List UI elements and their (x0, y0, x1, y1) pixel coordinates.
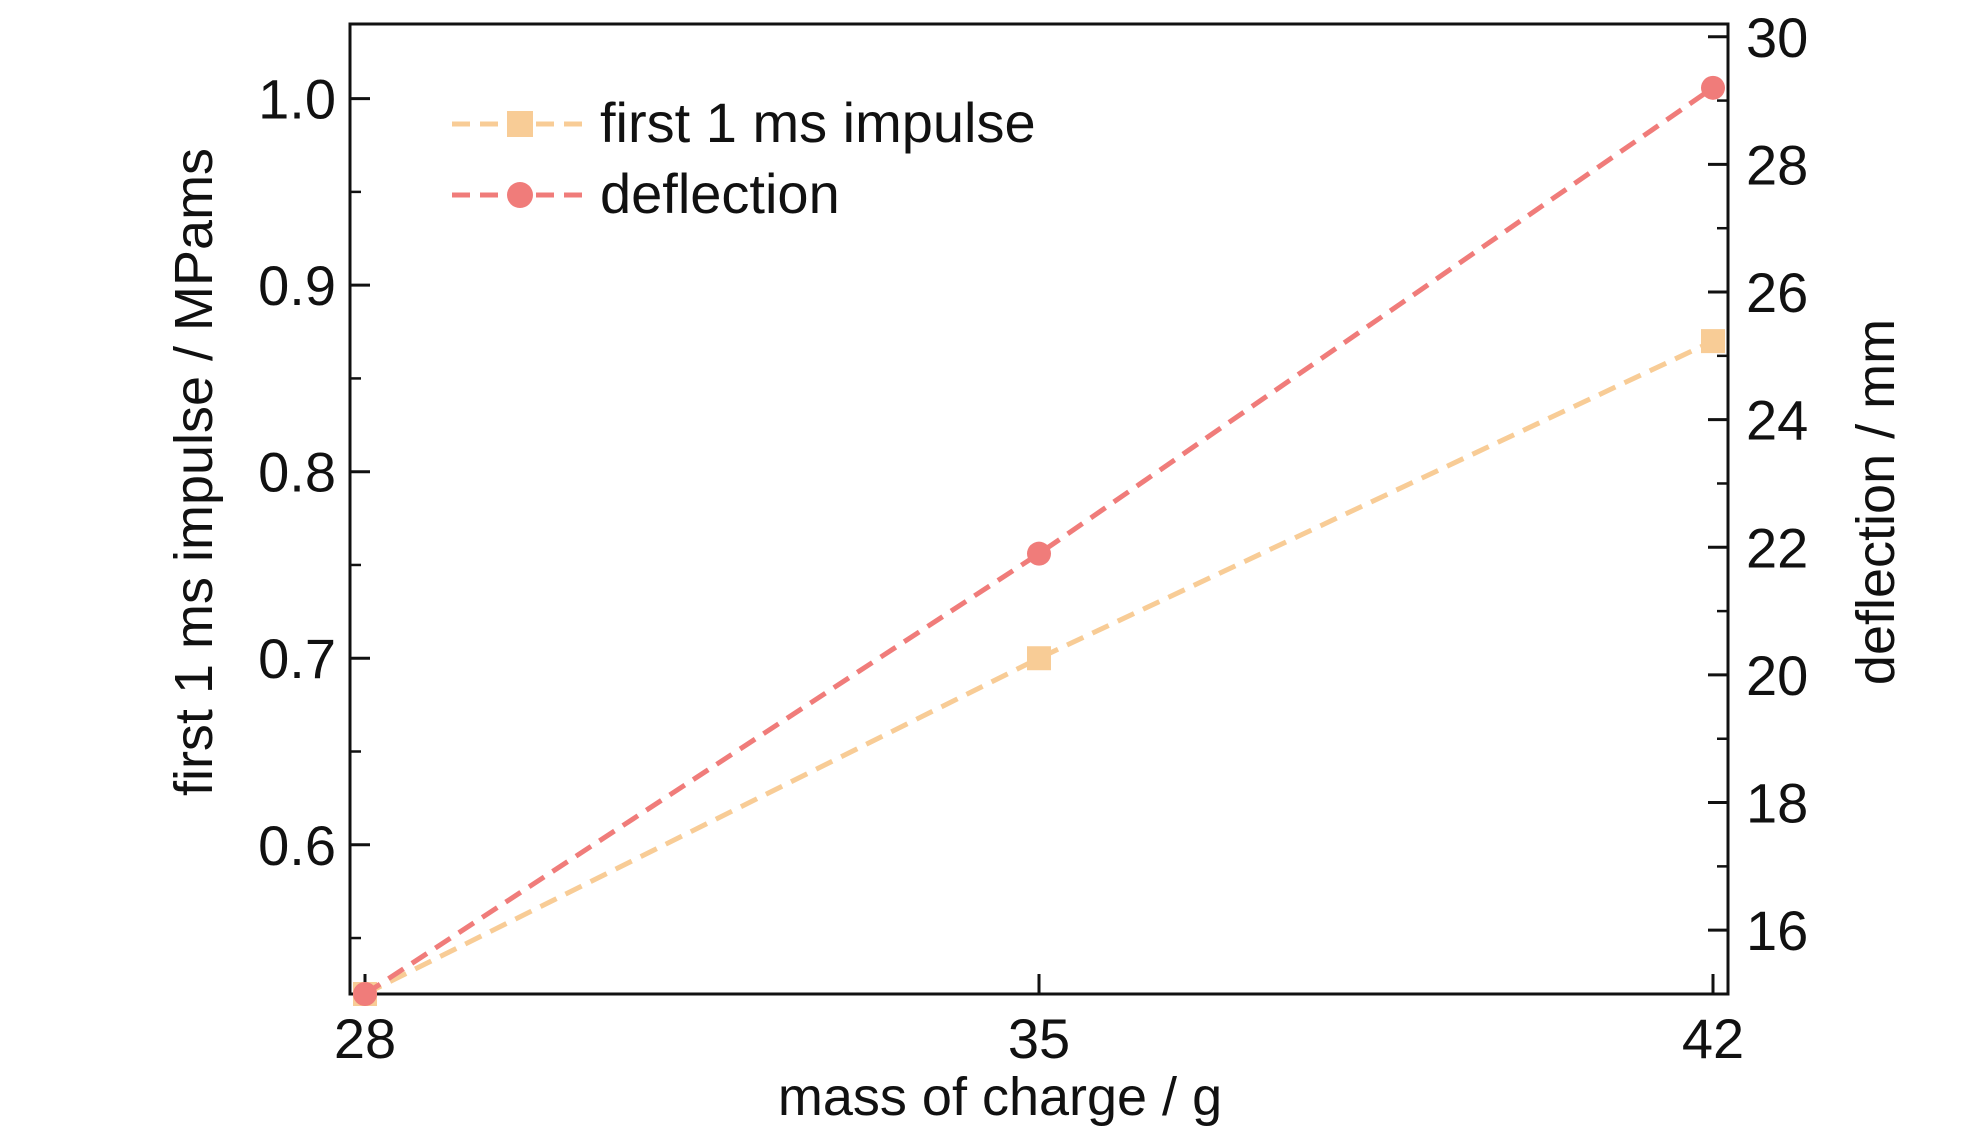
series-line-impulse (363, 338, 1715, 997)
y-right-tick-label: 24 (1746, 389, 1808, 452)
x-tick-label: 28 (334, 1007, 396, 1070)
legend-impulse-label: first 1 ms impulse (600, 91, 1036, 154)
legend-item-impulse: first 1 ms impulse (452, 91, 1036, 154)
data-point-deflection (1701, 75, 1725, 100)
x-tick-label: 35 (1008, 1007, 1070, 1070)
legend-impulse-marker (507, 111, 533, 137)
legend-item-deflection: deflection (452, 162, 840, 225)
y-right-tick-label: 28 (1746, 133, 1808, 196)
y-right-tick-label: 30 (1746, 6, 1808, 69)
legend-deflection-marker (507, 182, 533, 208)
x-tick-label: 42 (1682, 1007, 1744, 1070)
y-left-tick-label: 0.9 (258, 254, 336, 317)
data-point-deflection (353, 982, 377, 1006)
y-left-tick-label: 0.8 (258, 441, 336, 504)
y-right-tick-label: 22 (1746, 516, 1808, 579)
x-axis-title: mass of charge / g (778, 1067, 1222, 1127)
legend: first 1 ms impulse deflection (452, 91, 1036, 225)
y-left-tick-label: 0.7 (258, 627, 336, 690)
y-left-axis-title: first 1 ms impulse / MPams (164, 148, 224, 796)
data-point-deflection (1027, 541, 1051, 566)
y-right-axis-title: deflection / mm (1846, 319, 1906, 685)
data-point-impulse (1027, 646, 1051, 671)
series-layer (353, 75, 1725, 1006)
y-right-tick-label: 26 (1746, 261, 1808, 324)
y-right-tick-label: 16 (1746, 899, 1808, 962)
plot-frame (348, 22, 1730, 996)
ticks-layer: 28 35 42 0.6 0.7 0.8 0.9 1.0 16 18 20 22 24 26 28 30 (258, 6, 1808, 1070)
data-point-impulse (1701, 329, 1725, 354)
legend-deflection-label: deflection (600, 162, 840, 225)
y-right-tick-label: 18 (1746, 772, 1808, 835)
y-right-tick-label: 20 (1746, 644, 1808, 707)
y-left-tick-label: 1.0 (258, 68, 336, 131)
series-line-deflection (363, 85, 1715, 997)
y-left-tick-label: 0.6 (258, 814, 336, 877)
